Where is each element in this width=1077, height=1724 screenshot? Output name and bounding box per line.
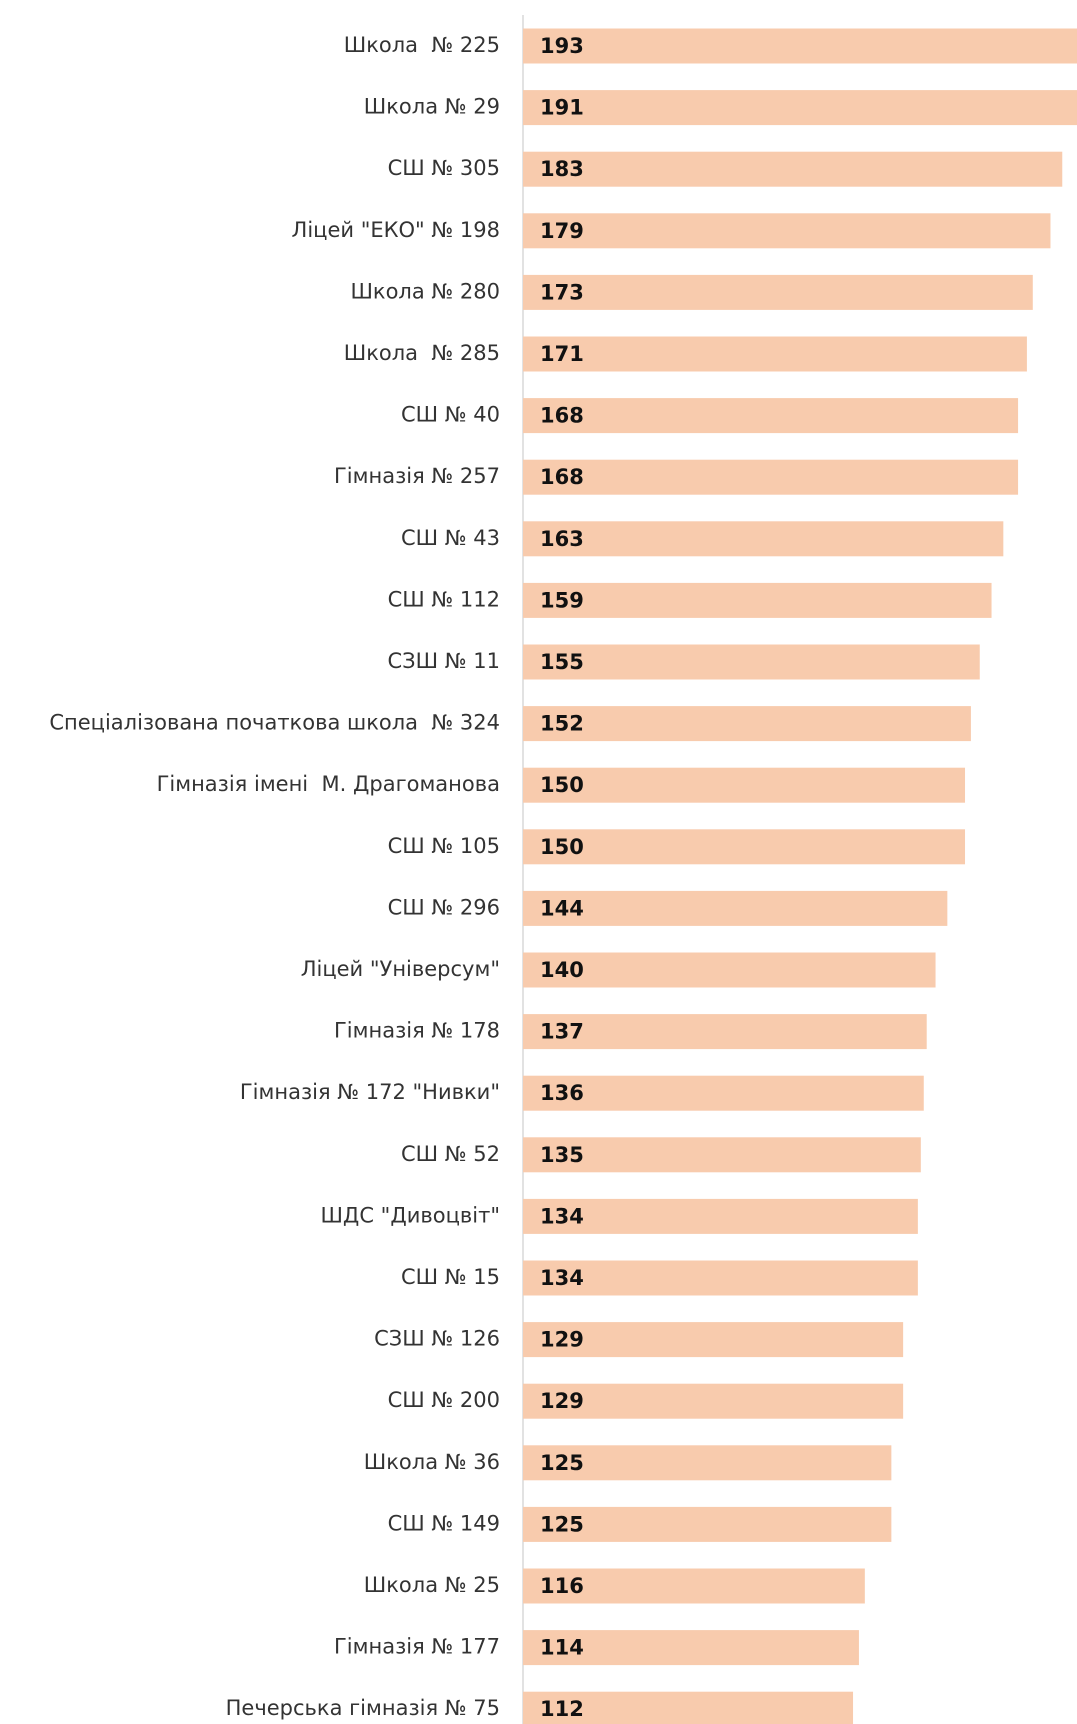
bar	[523, 1691, 854, 1724]
value-label: 112	[540, 1697, 584, 1721]
category-label: Ліцей "ЕКО" № 198	[292, 218, 500, 242]
value-label: 116	[540, 1574, 584, 1598]
category-label: СШ № 200	[388, 1388, 500, 1412]
value-label: 144	[540, 896, 584, 920]
category-label: Школа № 25	[364, 1573, 500, 1597]
bar	[523, 151, 1063, 187]
bar	[523, 644, 980, 680]
category-label: Школа № 225	[344, 33, 500, 57]
bar	[523, 398, 1019, 434]
bar	[523, 1198, 918, 1234]
bar	[523, 952, 936, 988]
value-label: 183	[540, 157, 584, 181]
category-label: СШ № 296	[388, 895, 500, 919]
category-label: Печерська гімназія № 75	[226, 1696, 500, 1720]
category-label: СШ № 40	[401, 403, 500, 427]
bar	[523, 1568, 865, 1604]
value-label: 140	[540, 958, 584, 982]
bar	[523, 1260, 918, 1296]
value-label: 134	[540, 1204, 584, 1228]
category-label: СШ № 305	[388, 156, 500, 180]
bar	[523, 274, 1033, 310]
bar	[523, 1075, 924, 1111]
bar	[523, 521, 1004, 557]
value-label: 135	[540, 1143, 584, 1167]
bar	[523, 1014, 927, 1050]
category-label: Гімназія № 177	[334, 1635, 500, 1659]
bars: 193 191 183 179 173 171 168 168 163 159 155 152 150 1…	[523, 28, 1077, 1724]
bar	[523, 890, 948, 926]
bar	[523, 1322, 904, 1358]
bar	[523, 90, 1077, 126]
category-label: СШ № 43	[401, 526, 500, 550]
value-label: 136	[540, 1081, 584, 1105]
value-label: 129	[540, 1328, 584, 1352]
value-label: 168	[540, 465, 584, 489]
value-label: 171	[540, 342, 584, 366]
category-label: Школа № 36	[364, 1450, 500, 1474]
bar	[523, 582, 992, 618]
value-label: 179	[540, 219, 584, 243]
bar	[523, 213, 1051, 249]
bar	[523, 1137, 921, 1173]
value-label: 114	[540, 1636, 584, 1660]
bar	[523, 1630, 859, 1666]
value-label: 159	[540, 588, 584, 612]
value-label: 125	[540, 1451, 584, 1475]
value-label: 150	[540, 835, 584, 859]
category-label: СШ № 149	[388, 1511, 500, 1535]
category-label: СЗШ № 11	[388, 649, 501, 673]
value-label: 129	[540, 1389, 584, 1413]
category-label: СШ № 105	[388, 834, 500, 858]
bar	[523, 706, 971, 742]
category-label: ШДС "Дивоцвіт"	[320, 1203, 500, 1227]
value-label: 191	[540, 96, 584, 120]
bar	[523, 336, 1027, 372]
category-label: Гімназія імені М. Драгоманова	[157, 772, 500, 796]
category-label: Гімназія № 178	[334, 1019, 500, 1043]
category-label: Школа № 285	[344, 341, 500, 365]
value-label: 152	[540, 712, 584, 736]
value-label: 155	[540, 650, 584, 674]
category-label: Спеціалізована початкова школа № 324	[49, 711, 500, 735]
category-label: СЗШ № 126	[374, 1327, 500, 1351]
bar	[523, 28, 1077, 64]
bar	[523, 1506, 892, 1542]
value-label: 193	[540, 34, 584, 58]
value-label: 173	[540, 280, 584, 304]
value-label: 125	[540, 1512, 584, 1536]
category-label: Ліцей "Універсум"	[301, 957, 500, 981]
value-label: 137	[540, 1020, 584, 1044]
category-label: Школа № 29	[364, 95, 500, 119]
bar	[523, 829, 966, 865]
bar	[523, 767, 966, 803]
category-label: СШ № 15	[401, 1265, 500, 1289]
bar	[523, 1383, 904, 1419]
category-label: СШ № 52	[401, 1142, 500, 1166]
value-label: 168	[540, 404, 584, 428]
value-label: 163	[540, 527, 584, 551]
value-label: 150	[540, 773, 584, 797]
category-label: Гімназія № 257	[334, 464, 500, 488]
category-label: Гімназія № 172 "Нивки"	[240, 1080, 500, 1104]
bar	[523, 459, 1019, 495]
bar	[523, 1445, 892, 1481]
value-label: 134	[540, 1266, 584, 1290]
category-label: СШ № 112	[388, 587, 500, 611]
category-label: Школа № 280	[350, 279, 500, 303]
